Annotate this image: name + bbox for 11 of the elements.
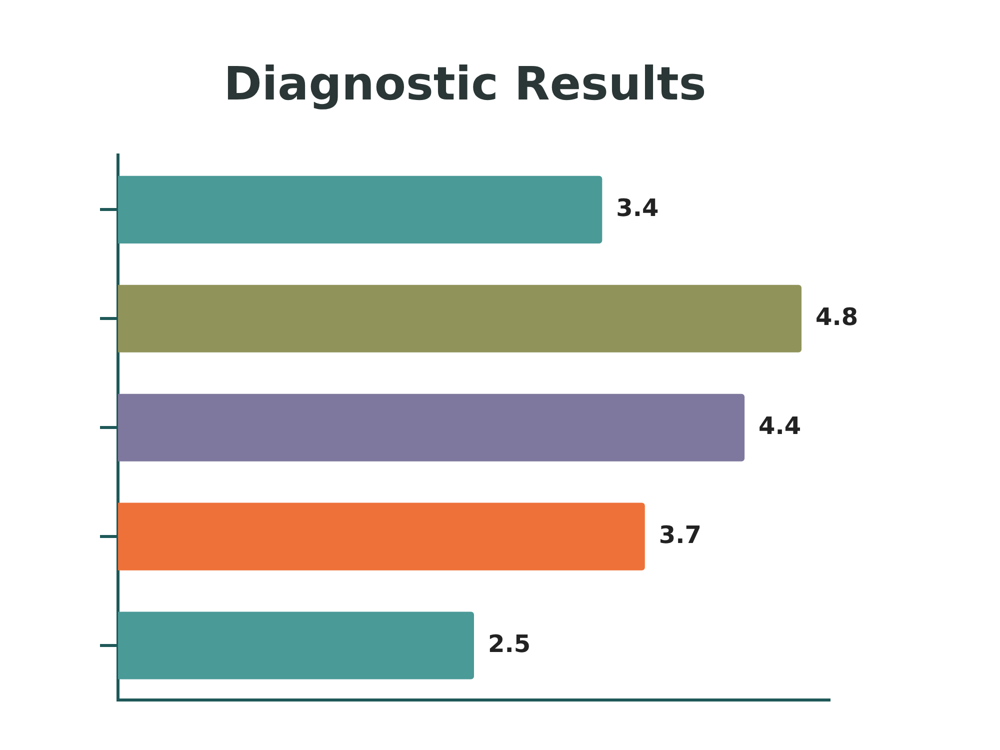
data-label: 3.4 <box>616 194 659 222</box>
data-label: 3.7 <box>658 520 702 549</box>
chart-title: Diagnostic Results <box>224 56 706 111</box>
bar <box>118 284 802 352</box>
bar <box>118 612 474 680</box>
data-label: 2.5 <box>488 630 531 658</box>
data-label: 4.4 <box>758 412 802 440</box>
bar <box>118 394 745 462</box>
data-label: 4.8 <box>816 302 858 331</box>
bar <box>118 502 645 570</box>
bar <box>118 176 602 244</box>
